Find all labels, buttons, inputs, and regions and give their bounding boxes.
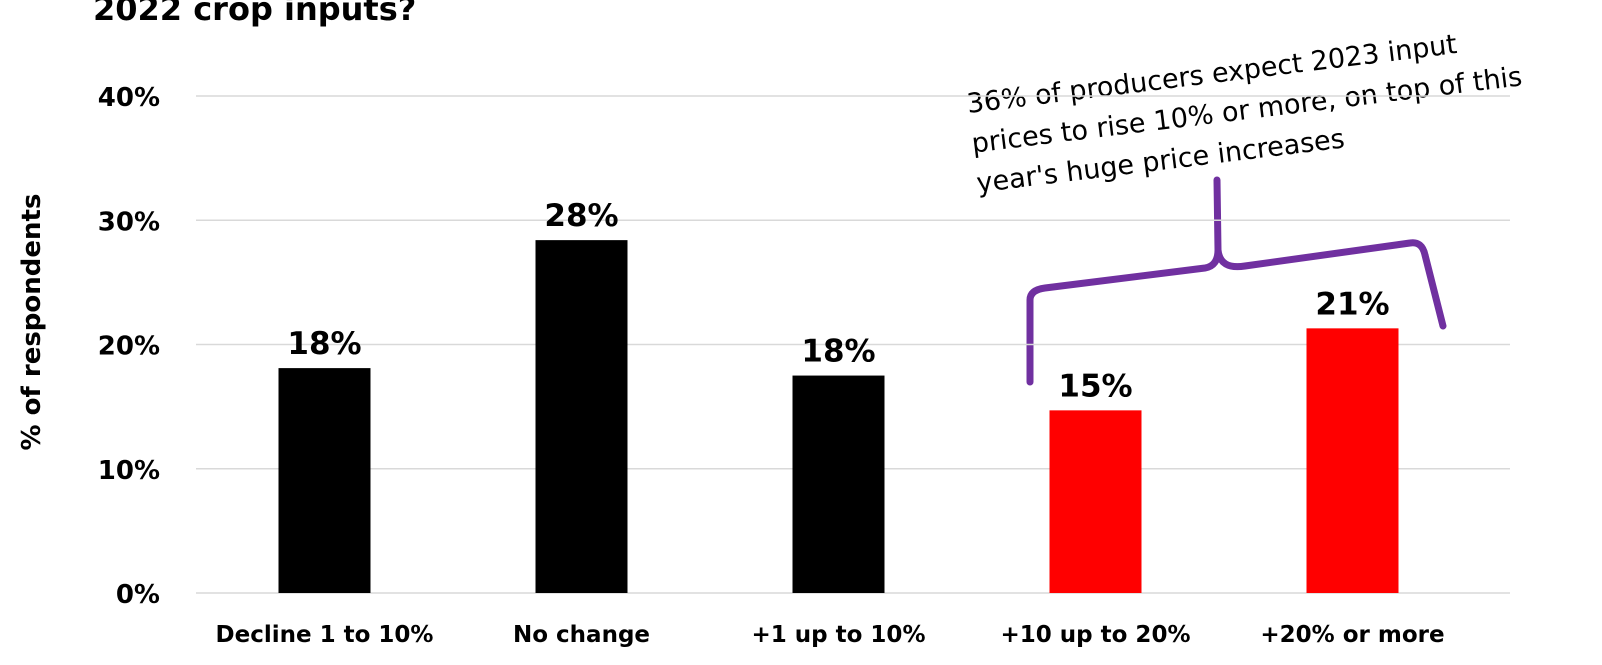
- x-tick-label: +20% or more: [1260, 622, 1444, 648]
- value-label: 28%: [544, 198, 618, 234]
- value-label: 21%: [1315, 286, 1389, 322]
- annotation: 36% of producers expect 2023 inputprices…: [965, 22, 1529, 200]
- value-label: 18%: [287, 326, 361, 362]
- bar: [536, 240, 628, 593]
- x-tick-label: No change: [513, 622, 650, 648]
- bar: [793, 376, 885, 593]
- x-tick-label: Decline 1 to 10%: [216, 622, 434, 648]
- y-tick-label: 30%: [98, 207, 160, 237]
- chart: 2022 crop inputs? % of respondents 36% o…: [0, 0, 1602, 665]
- x-tick-label: +10 up to 20%: [1001, 622, 1191, 648]
- y-tick-label: 0%: [116, 580, 160, 610]
- bar: [1050, 410, 1142, 593]
- bar: [1307, 328, 1399, 593]
- bar: [279, 368, 371, 593]
- x-tick-label: +1 up to 10%: [752, 622, 926, 648]
- chart-title: 2022 crop inputs?: [93, 0, 416, 28]
- value-label: 15%: [1058, 368, 1132, 404]
- value-label: 18%: [801, 334, 875, 370]
- y-tick-label: 40%: [98, 83, 160, 113]
- y-tick-label: 20%: [98, 332, 160, 362]
- y-tick-label: 10%: [98, 456, 160, 486]
- y-axis-label: % of respondents: [17, 194, 47, 451]
